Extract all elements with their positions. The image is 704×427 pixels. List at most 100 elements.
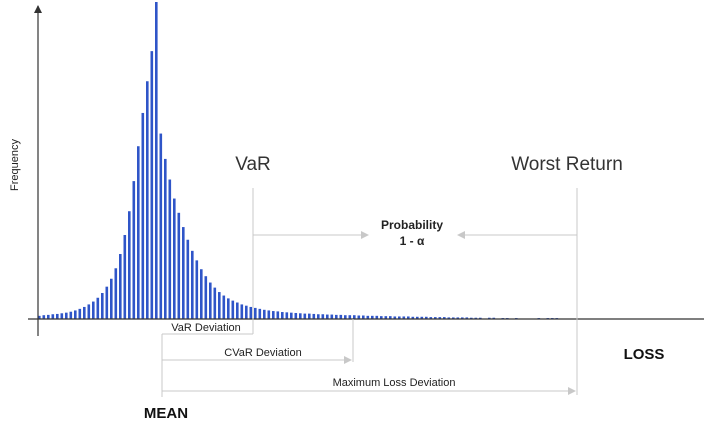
histogram-bar [69, 311, 73, 319]
histogram-bar [402, 316, 406, 319]
histogram-bar [267, 310, 271, 319]
histogram-bar [447, 317, 451, 319]
histogram-bar [227, 298, 230, 319]
histogram-bar [348, 315, 352, 319]
histogram-bar [375, 315, 379, 319]
histogram-bar [123, 235, 127, 320]
histogram-bar [186, 239, 190, 319]
histogram-bar [38, 315, 41, 319]
histogram-bar [249, 306, 253, 319]
histogram-bar [384, 316, 388, 319]
histogram-bar [132, 181, 136, 319]
histogram-bar [204, 276, 208, 319]
histogram-bar [168, 179, 172, 319]
histogram-bar [312, 313, 316, 319]
histogram-bar [191, 250, 194, 319]
histogram-bar [357, 315, 361, 319]
histogram-bar [258, 308, 262, 319]
histogram-bar [434, 317, 437, 319]
histogram-bar [299, 313, 302, 319]
histogram-bar [137, 146, 140, 319]
histogram-bar [128, 211, 131, 319]
histogram-bar [42, 315, 46, 319]
histogram-bar [456, 317, 460, 319]
histogram-bars [38, 2, 559, 320]
histogram-bar [245, 305, 248, 319]
y-axis-label: Frequency [9, 139, 21, 191]
histogram-bar [294, 312, 298, 319]
worst-return-label: Worst Return [511, 154, 623, 175]
histogram-bar [420, 316, 424, 319]
histogram-bar [492, 317, 496, 319]
histogram-bar [366, 315, 370, 319]
var-deviation-label: VaR Deviation [171, 322, 241, 334]
histogram-bar [461, 317, 464, 319]
histogram-bar [159, 133, 163, 319]
histogram-bar [114, 268, 118, 319]
histogram-bar [101, 293, 104, 319]
histogram-bar [56, 313, 59, 319]
histogram-bar [222, 295, 226, 319]
histogram-bar [276, 311, 280, 319]
histogram-bar [218, 292, 221, 320]
histogram-bar [200, 269, 203, 319]
histogram-bar [371, 315, 374, 319]
histogram-bar [389, 316, 392, 319]
mean-label: MEAN [144, 405, 188, 422]
histogram-bar [96, 297, 100, 319]
histogram-bar [272, 311, 275, 319]
histogram-bar [380, 316, 383, 319]
histogram-bar [488, 317, 491, 319]
histogram-bar [317, 314, 320, 319]
histogram-bar [92, 301, 95, 319]
histogram-bar [308, 313, 311, 319]
histogram-bar [254, 307, 257, 319]
histogram-bar [87, 304, 91, 319]
histogram-bar [326, 314, 329, 319]
histogram-bar [213, 287, 217, 319]
loss-label: LOSS [624, 346, 665, 363]
histogram-bar [353, 315, 356, 319]
histogram-bar [105, 286, 109, 319]
max-loss-deviation-label: Maximum Loss Deviation [333, 377, 456, 389]
histogram-bar [443, 317, 446, 319]
histogram-bar [164, 158, 167, 319]
histogram-bar [182, 227, 185, 319]
probability-alpha-label: 1 - α [400, 234, 425, 248]
histogram-bar [344, 315, 347, 319]
histogram-bar [78, 308, 82, 319]
histogram-bar [150, 51, 154, 319]
histogram-bar [470, 317, 473, 319]
histogram-bar [263, 309, 266, 319]
histogram-bar [425, 316, 428, 319]
histogram-bar [74, 310, 77, 319]
histogram-bar [177, 212, 181, 320]
histogram-bar [285, 312, 289, 319]
probability-label: Probability [381, 218, 443, 232]
histogram-bar [60, 313, 64, 319]
histogram-bar [290, 312, 293, 319]
histogram-bar [398, 316, 401, 319]
histogram-bar [479, 317, 482, 319]
histogram-bar [339, 314, 343, 319]
histogram-bar [362, 315, 365, 319]
histogram-bar [452, 317, 455, 319]
var-label: VaR [235, 154, 271, 175]
histogram-bar [231, 300, 235, 319]
histogram-bar [407, 316, 410, 319]
histogram-bar [393, 316, 397, 319]
histogram-bar [155, 2, 158, 319]
histogram-bar [141, 112, 145, 319]
histogram-bar [209, 282, 212, 319]
histogram-bar [146, 81, 149, 319]
histogram-bar [110, 278, 113, 319]
histogram-bar [281, 312, 284, 319]
histogram-bar [465, 317, 469, 319]
histogram-bar [51, 314, 55, 319]
histogram-bar [321, 314, 325, 319]
histogram-bar [303, 313, 307, 319]
histogram-bar [65, 312, 68, 319]
histogram-bar [411, 316, 415, 319]
cvar-deviation-label: CVaR Deviation [224, 347, 301, 359]
